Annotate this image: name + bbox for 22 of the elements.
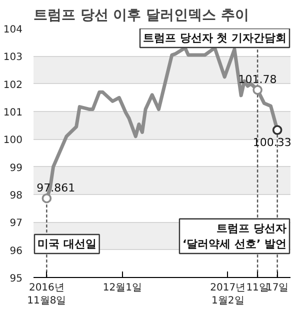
y-tick-label: 95 <box>10 274 23 284</box>
y-tick-label: 100 <box>3 135 23 146</box>
x-tick-label: 2017년 1월2일 <box>210 282 246 307</box>
y-tick-label: 98 <box>10 190 23 202</box>
chart-title: 트럼프 당선 이후 달러인덱스 추이 <box>34 8 249 24</box>
y-tick-label: 103 <box>3 52 23 64</box>
y-tick-label: 97 <box>10 218 23 230</box>
ref-line-label: 트럼프 당선자 ‘달러약세 선호’ 발언 <box>182 222 287 250</box>
ref-line-label: 트럼프 당선자 첫 기자간담회 <box>143 32 287 44</box>
y-tick-label: 102 <box>3 80 23 91</box>
y-tick-label: 99 <box>10 162 23 174</box>
point <box>252 85 262 95</box>
y-tick-label: 96 <box>10 246 23 257</box>
ref-line-label: 미국 대선일 <box>38 238 96 250</box>
y-tick-label: 101 <box>3 108 23 118</box>
x-tick-label: 2016년 11월8일 <box>27 282 66 307</box>
data-label: 100.33 <box>252 136 292 150</box>
data-label: 101.78 <box>238 72 277 86</box>
data-label: 97.861 <box>36 181 76 194</box>
point <box>42 193 52 204</box>
y-tick-label: 104 <box>3 24 23 36</box>
x-tick-label: 12월1일 <box>102 282 142 294</box>
